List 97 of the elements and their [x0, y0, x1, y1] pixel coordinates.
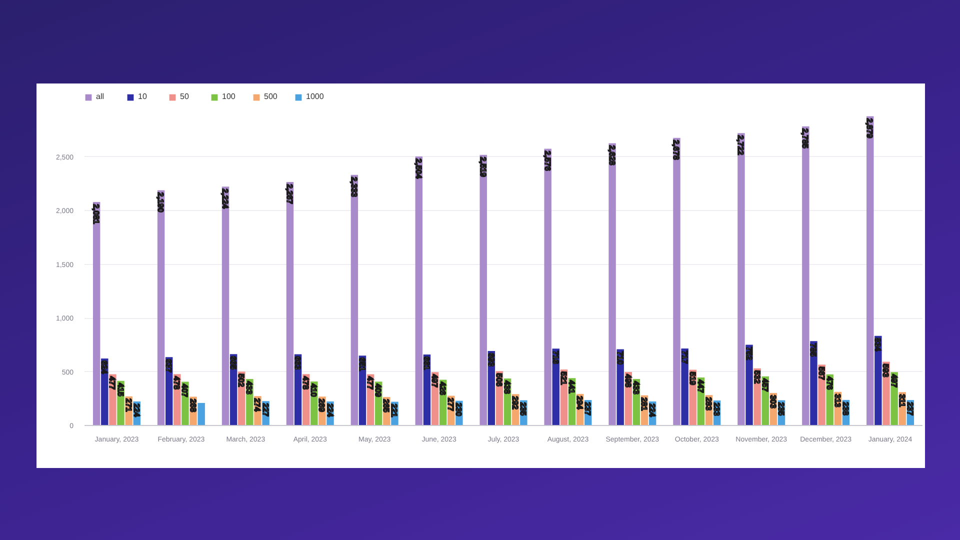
data-label: 2,267	[284, 184, 294, 205]
data-label: 661	[422, 356, 431, 370]
data-label: 502	[236, 374, 246, 388]
data-label: 498	[623, 374, 632, 388]
legend-label: 10	[138, 92, 148, 101]
legend-label: 500	[264, 92, 278, 101]
data-label: 567	[816, 366, 826, 380]
data-label: 237	[583, 402, 592, 416]
bar	[480, 154, 487, 426]
data-label: 519	[688, 372, 697, 386]
data-label: 426	[438, 382, 448, 396]
data-label: 447	[696, 379, 705, 394]
data-label: 2,190	[156, 192, 166, 213]
data-label: 409	[374, 384, 383, 398]
data-label: 834	[873, 338, 882, 352]
bar	[157, 190, 165, 426]
data-label: 2,519	[478, 156, 488, 178]
data-label: 265	[382, 399, 391, 413]
data-label: 477	[366, 376, 375, 390]
data-label: 221	[390, 404, 399, 418]
data-label: 521	[558, 372, 568, 386]
data-label: 271	[124, 398, 133, 412]
data-label: 2,628	[607, 145, 616, 166]
bar	[415, 156, 423, 426]
data-label: 268	[188, 398, 198, 413]
data-label: 433	[631, 380, 640, 395]
data-label: 441	[566, 380, 576, 394]
data-label: 238	[840, 402, 850, 416]
data-label: 593	[881, 364, 890, 378]
data-label: 311	[897, 394, 906, 408]
legend-label: 100	[222, 92, 236, 101]
bar	[608, 143, 616, 426]
data-label: 752	[744, 346, 754, 361]
data-label: 269	[317, 398, 326, 413]
bar	[866, 116, 874, 426]
data-label: 277	[446, 398, 456, 412]
data-label: 237	[905, 402, 914, 416]
data-label: 303	[768, 394, 778, 409]
data-label: 637	[164, 359, 174, 373]
bar	[198, 402, 205, 426]
data-label: 497	[430, 374, 440, 388]
data-label: 292	[510, 396, 520, 410]
data-label: 438	[502, 380, 512, 394]
data-label: 693	[486, 353, 496, 367]
data-label: 785	[808, 343, 818, 358]
data-label: 235	[518, 402, 528, 416]
data-label: 506	[494, 373, 504, 388]
data-label: 476	[824, 376, 834, 390]
bar	[350, 174, 358, 426]
data-label: 2,224	[220, 188, 230, 210]
data-label: 651	[357, 358, 366, 372]
data-label: 457	[760, 378, 770, 392]
data-label: 2,576	[542, 150, 552, 172]
data-label: 2,785	[800, 128, 810, 149]
bar	[673, 138, 680, 426]
bar	[874, 336, 882, 426]
data-label: 716	[550, 350, 560, 364]
data-label: 478	[301, 376, 310, 390]
data-label: 663	[293, 356, 302, 370]
legend-label: all	[96, 92, 106, 101]
data-label: 235	[776, 402, 786, 416]
data-label: 433	[244, 380, 254, 395]
data-label: 313	[832, 394, 842, 408]
bar	[802, 126, 810, 426]
data-label: 497	[889, 374, 898, 388]
data-label: 274	[252, 398, 262, 412]
data-label: 224	[325, 403, 334, 418]
bar	[286, 182, 294, 426]
data-label: 2,081	[92, 204, 101, 225]
data-label: 624	[100, 360, 109, 374]
data-label: 2,879	[865, 118, 874, 139]
data-label: 2,678	[672, 140, 681, 160]
data-label: 477	[108, 376, 117, 390]
data-label: 415	[116, 382, 125, 397]
data-label: 717	[680, 350, 689, 364]
bar	[738, 133, 745, 426]
data-label: 230	[454, 402, 464, 417]
data-label: 283	[704, 397, 713, 411]
data-label: 233	[712, 402, 722, 416]
data-label: 532	[752, 370, 762, 384]
data-label: 227	[260, 403, 270, 418]
data-label: 281	[640, 397, 649, 412]
data-label: 407	[180, 384, 190, 398]
data-label: 224	[648, 403, 657, 418]
data-label: 478	[172, 376, 182, 390]
data-label: 665	[228, 356, 238, 370]
legend-label: 1000	[306, 92, 325, 101]
data-label: 224	[132, 403, 141, 418]
data-label: 410	[309, 383, 318, 398]
bar	[544, 148, 552, 426]
data-label: 710	[615, 351, 624, 366]
legend-label: 50	[180, 92, 190, 101]
data-label: 294	[575, 396, 584, 410]
data-label: 2,333	[349, 176, 358, 198]
bar	[222, 186, 230, 426]
data-label: 2,722	[736, 135, 746, 156]
data-label: 2,504	[414, 158, 423, 180]
